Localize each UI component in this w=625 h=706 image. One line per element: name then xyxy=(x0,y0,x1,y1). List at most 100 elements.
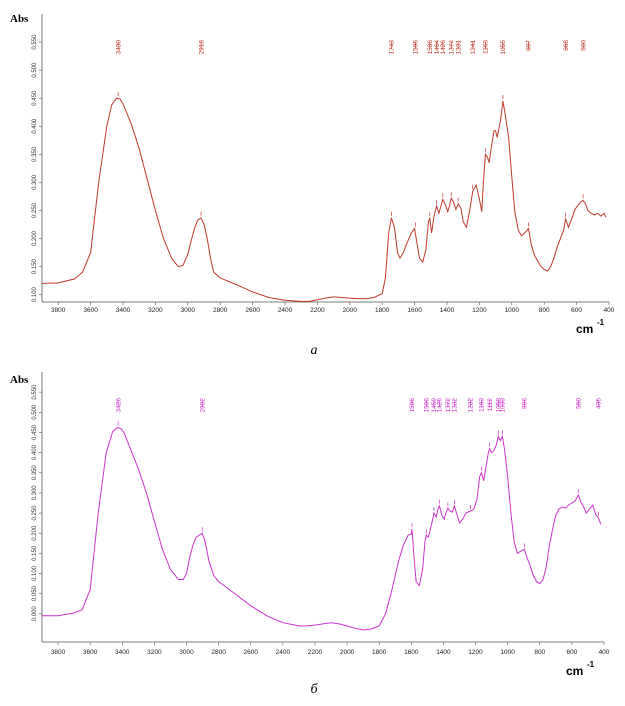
peak-label: 1743 xyxy=(389,40,396,55)
peak-label: 1163 xyxy=(479,398,486,412)
y-tick-label: 0.150 xyxy=(32,545,38,561)
peak-label: 1241 xyxy=(470,40,477,55)
x-tick-label: 1600 xyxy=(404,649,419,656)
y-tick-label: 0.550 xyxy=(32,384,38,400)
x-axis-unit: cm xyxy=(566,664,583,678)
spectrum-line xyxy=(41,97,607,302)
peak-label: 1374 xyxy=(448,40,455,55)
y-tick-label: 0.250 xyxy=(32,202,38,218)
y-tick-label: 0.550 xyxy=(32,34,38,50)
x-tick-label: 1800 xyxy=(372,649,387,656)
y-tick-label: 0.400 xyxy=(32,444,38,460)
peak-label: 2902 xyxy=(199,398,206,413)
y-tick-label: 0.500 xyxy=(32,404,38,420)
x-ticks: 3800 3600 3400 3200 3000 2800 2600 2400 2200 2000… xyxy=(51,642,610,656)
peak-label: 1058 xyxy=(496,398,503,413)
x-tick-label: 400 xyxy=(599,649,610,656)
y-tick-label: 0.350 xyxy=(32,146,38,162)
x-tick-label: 2000 xyxy=(340,649,355,656)
x-ticks: 3800 3600 3400 3200 3000 2800 2600 2400 2200 2000… xyxy=(51,302,615,314)
peak-label: 2918 xyxy=(198,40,205,55)
panel-a: Abs 0.1000.1500.2000.2500.3000.3500.4000… xyxy=(10,13,615,358)
x-tick-label: 600 xyxy=(566,649,577,656)
peak-label: 1112 xyxy=(487,398,494,412)
peak-label: 1033 xyxy=(500,398,507,413)
x-tick-label: 2800 xyxy=(211,649,226,656)
y-axis-label: Abs xyxy=(10,13,29,25)
x-axis-unit-exponent: -1 xyxy=(597,318,605,327)
x-tick-label: 1600 xyxy=(407,307,422,314)
x-tick-label: 600 xyxy=(571,307,582,314)
y-tick-label: 0.450 xyxy=(32,90,38,106)
x-tick-label: 3600 xyxy=(83,307,98,314)
plot-frame xyxy=(41,372,604,643)
y-tick-label: 0.350 xyxy=(32,465,38,481)
x-tick-label: 3000 xyxy=(181,307,196,314)
x-tick-label: 2000 xyxy=(343,307,358,314)
peak-label: 1459 xyxy=(431,398,438,413)
x-tick-label: 1800 xyxy=(375,307,390,314)
panel-caption: а xyxy=(311,343,318,358)
x-tick-label: 400 xyxy=(604,307,615,314)
x-tick-label: 2600 xyxy=(244,649,259,656)
y-tick-label: 0.400 xyxy=(32,118,38,134)
peak-label: 1595 xyxy=(413,40,420,55)
peak-label: 3430 xyxy=(115,40,122,55)
y-tick-label: 0.150 xyxy=(32,258,38,274)
peak-label: 1506 xyxy=(424,398,431,413)
x-tick-label: 3400 xyxy=(116,307,131,314)
x-tick-label: 1000 xyxy=(500,649,515,656)
peak-label: 560 xyxy=(576,398,583,409)
peak-label: 896 xyxy=(522,398,529,409)
x-tick-label: 2200 xyxy=(310,307,325,314)
peak-label: 1596 xyxy=(409,398,416,413)
peak-label: 1425 xyxy=(437,398,444,413)
peak-label: 1506 xyxy=(427,40,434,55)
x-tick-label: 1400 xyxy=(440,307,455,314)
x-axis-unit-exponent: -1 xyxy=(587,660,595,669)
y-tick-label: 0.200 xyxy=(32,525,38,541)
y-tick-label: 0.050 xyxy=(32,585,38,601)
x-tick-label: 800 xyxy=(539,307,550,314)
peak-label: 1232 xyxy=(468,398,475,413)
y-tick-label: 0.300 xyxy=(32,174,38,190)
x-tick-label: 2200 xyxy=(308,649,323,656)
peak-label: 3426 xyxy=(115,398,122,413)
x-tick-label: 1200 xyxy=(468,649,483,656)
x-tick-label: 3200 xyxy=(147,649,162,656)
y-tick-label: 0.000 xyxy=(32,606,38,622)
peak-label: 668 xyxy=(563,40,570,51)
y-ticks: 0.000 0.050 0.100 0.150 0.200 0.250 0.300 0.350… xyxy=(32,384,42,621)
y-axis-label: Abs xyxy=(10,374,29,386)
spectrum-line xyxy=(42,427,602,631)
peak-label: 435 xyxy=(596,398,603,409)
x-tick-label: 3000 xyxy=(179,649,194,656)
y-tick-label: 0.450 xyxy=(32,424,38,440)
x-tick-label: 3600 xyxy=(83,649,98,656)
peak-label: 1332 xyxy=(452,398,459,413)
x-tick-label: 2600 xyxy=(245,307,260,314)
x-tick-label: 2400 xyxy=(276,649,291,656)
peak-labels: 3430 2918 1743 1595 1506 1464 1426 1374 1331 1241… xyxy=(115,40,587,227)
y-tick-label: 0.200 xyxy=(32,230,38,246)
x-tick-label: 3800 xyxy=(51,649,66,656)
peak-label: 1426 xyxy=(440,40,447,55)
x-tick-label: 1000 xyxy=(505,307,520,314)
x-tick-label: 3800 xyxy=(51,307,66,314)
peak-label: 1372 xyxy=(445,398,452,413)
plot-frame xyxy=(41,14,609,303)
peak-label: 1331 xyxy=(455,40,462,55)
peak-label: 897 xyxy=(526,40,533,51)
x-axis-unit: cm xyxy=(576,322,593,336)
peak-label: 1464 xyxy=(434,40,441,55)
peak-label: 560 xyxy=(580,40,587,51)
peak-label: 1055 xyxy=(500,40,507,55)
x-tick-label: 1200 xyxy=(472,307,487,314)
y-tick-label: 0.500 xyxy=(32,62,38,78)
x-tick-label: 3200 xyxy=(148,307,163,314)
x-tick-label: 1400 xyxy=(436,649,451,656)
y-ticks: 0.100 0.150 0.200 0.250 0.300 0.350 0.400 0.450… xyxy=(32,34,42,302)
panel-b: Abs 0.0000.0500.1000.1500.2000.2500.3000… xyxy=(10,372,610,697)
